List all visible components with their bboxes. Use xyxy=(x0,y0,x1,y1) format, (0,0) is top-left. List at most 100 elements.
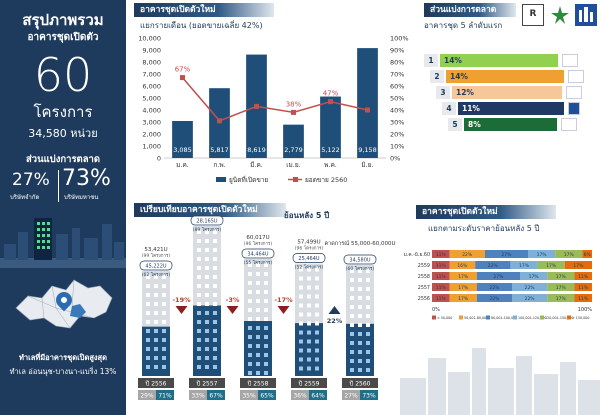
price-segment-label: 17% xyxy=(556,296,567,302)
building-window xyxy=(213,284,217,288)
price-segment-label: 11% xyxy=(578,296,589,302)
building-window xyxy=(358,296,362,300)
building-window xyxy=(205,356,209,360)
building-window xyxy=(358,323,362,327)
year-label: ปี 2560 xyxy=(349,380,371,388)
building-window xyxy=(350,332,354,336)
ltd-share-box xyxy=(189,390,207,400)
left-tick-label: 10,000 xyxy=(138,35,161,43)
price-segment-label: 27% xyxy=(501,252,512,258)
legend-line-marker xyxy=(293,177,298,182)
building-window xyxy=(350,269,354,273)
building-window xyxy=(307,348,311,353)
right-tick-label: 100% xyxy=(390,35,409,43)
building-window xyxy=(315,294,319,299)
price-segment xyxy=(449,283,477,291)
building-window xyxy=(197,338,201,342)
building-window xyxy=(315,285,319,290)
building-window xyxy=(146,338,150,342)
price-segment-label: 17% xyxy=(546,263,557,269)
building-window xyxy=(205,365,209,369)
price-segment xyxy=(547,294,575,302)
building-window xyxy=(248,353,252,357)
price-year-label: ม.ค.-มิ.ย.60 xyxy=(404,252,430,258)
building-window xyxy=(146,275,150,279)
change-arrow-down xyxy=(226,306,239,314)
building-window xyxy=(197,284,201,288)
building-window xyxy=(248,281,252,285)
price-segment-label: 17% xyxy=(458,285,469,291)
share-listed: 27% xyxy=(12,170,50,190)
building-window xyxy=(299,303,303,308)
building-window xyxy=(366,359,370,363)
building-window xyxy=(162,347,166,351)
right-tick-label: 30% xyxy=(390,119,404,127)
price-segment xyxy=(564,261,592,269)
building-window xyxy=(366,278,370,282)
price-segment xyxy=(528,250,556,258)
building-window xyxy=(299,276,303,281)
share-divider xyxy=(58,170,59,202)
building-window xyxy=(213,320,217,324)
bangkok-map xyxy=(8,268,118,340)
sales-rate-point xyxy=(365,107,370,113)
sales-rate-label: 67% xyxy=(175,66,191,74)
building-window xyxy=(197,293,201,297)
price-legend-swatch xyxy=(486,315,490,320)
building-window xyxy=(299,285,303,290)
building-window xyxy=(154,329,158,333)
share-bar-label: 14% xyxy=(450,72,468,81)
left-tick-label: 0 xyxy=(157,155,161,163)
monthly-bar-value: 8,619 xyxy=(247,146,266,154)
year-units: 53,421U xyxy=(144,247,167,253)
monthly-chart-subtitle: แยกรายเดือน (ยอดขายเฉลี่ย 42%) xyxy=(140,21,263,30)
sales-rate-point xyxy=(328,99,333,105)
building-window xyxy=(299,348,303,353)
price-segment-label: 11% xyxy=(436,263,447,269)
price-segment xyxy=(432,261,450,269)
building-window xyxy=(248,326,252,330)
building-window xyxy=(248,344,252,348)
skyline-illustration xyxy=(0,218,126,268)
change-label: 22% xyxy=(327,317,343,325)
building-window xyxy=(358,314,362,318)
building-window xyxy=(264,263,268,267)
building-window xyxy=(299,294,303,299)
building-window xyxy=(146,356,150,360)
price-legend-label: 80,001-100,000 xyxy=(491,316,517,320)
right-tick-label: 0% xyxy=(390,155,400,163)
units-label: 34,580 หน่วย xyxy=(28,127,98,140)
price-segment-label: 22% xyxy=(525,296,536,302)
right-tick-label: 80% xyxy=(390,59,404,67)
building-window xyxy=(299,357,303,362)
price-segment-label: 17% xyxy=(556,285,567,291)
ltd-share-box xyxy=(240,390,258,400)
left-tick-label: 3,000 xyxy=(142,119,161,127)
price-legend-swatch xyxy=(567,315,571,320)
left-tick-label: 1,000 xyxy=(142,143,161,151)
building-window xyxy=(307,276,311,281)
price-segment xyxy=(484,250,528,258)
half-year-projects: (89 โครงการ) xyxy=(193,226,222,233)
share-bar xyxy=(458,102,564,115)
price-segment xyxy=(432,272,450,280)
ltd-share-label: 36% xyxy=(293,393,307,400)
price-segment-label: 17% xyxy=(519,263,530,269)
building-window xyxy=(256,353,260,357)
right-tick-label: 70% xyxy=(390,71,404,79)
price-segment xyxy=(432,294,450,302)
rank-number: 5 xyxy=(448,118,462,131)
price-segment xyxy=(574,272,592,280)
public-share-label: 65% xyxy=(260,393,274,400)
monthly-bar-value: 9,158 xyxy=(358,146,377,154)
building-window xyxy=(205,230,209,234)
building-window xyxy=(299,339,303,344)
public-share-label: 71% xyxy=(158,393,172,400)
share-heading: ส่วนแบ่งการตลาด xyxy=(25,154,101,165)
left-tick-label: 4,000 xyxy=(142,107,161,115)
building-window xyxy=(307,321,311,326)
share-chart-subtitle: อาคารชุด 5 ลำดับแรก xyxy=(424,21,503,30)
half-year-projects: (52 โครงการ) xyxy=(295,264,324,271)
building-window xyxy=(213,365,217,369)
building-window xyxy=(197,302,201,306)
